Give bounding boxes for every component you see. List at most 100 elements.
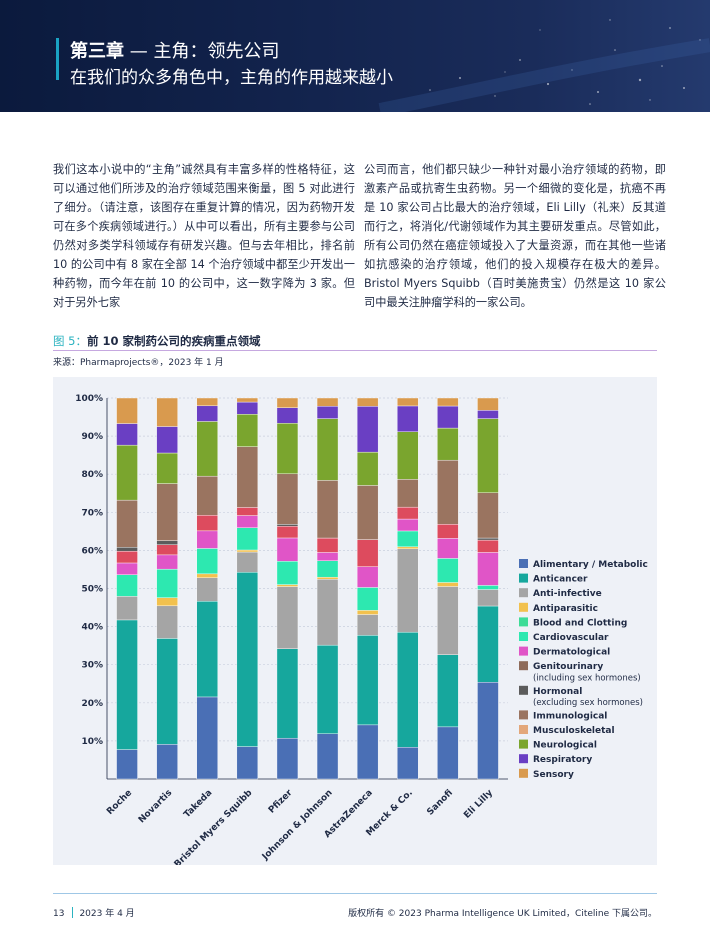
bar-segment bbox=[477, 585, 499, 590]
chapter-dash: — bbox=[124, 41, 154, 62]
legend-swatch bbox=[519, 739, 528, 749]
bar-segment bbox=[236, 507, 259, 516]
legend-swatch bbox=[519, 646, 528, 656]
bar-segment bbox=[276, 737, 299, 780]
body-text-left-column: 我们这本小说中的“主角”诚然具有丰富多样的性格特征，这可以通过他们所涉及的治疗领… bbox=[53, 163, 355, 309]
figure-label: 图 5： bbox=[53, 334, 87, 348]
bar-segment bbox=[276, 423, 299, 475]
bar-segment bbox=[437, 586, 459, 655]
bar-segment bbox=[196, 515, 218, 532]
legend-entry: Musculoskeletal bbox=[533, 726, 615, 736]
chapter-title: 主角：领先公司 bbox=[153, 41, 280, 62]
legend-swatch bbox=[519, 617, 528, 627]
x-tick-label: Takeda bbox=[182, 788, 214, 820]
bar-segment bbox=[156, 540, 178, 545]
bar-segment bbox=[316, 406, 339, 419]
y-tick-label: 40% bbox=[81, 623, 103, 633]
bar-segment bbox=[196, 397, 218, 407]
bar-segment bbox=[437, 397, 459, 407]
legend-swatch bbox=[519, 559, 528, 568]
legend-entry: Neurological bbox=[533, 741, 597, 751]
bar-segment bbox=[196, 405, 218, 422]
chapter-subtitle: 在我们的众多角色中，主角的作用越来越小 bbox=[70, 68, 393, 88]
bar-segment bbox=[477, 537, 499, 541]
bar-segment bbox=[477, 682, 499, 780]
bar-segment bbox=[316, 644, 339, 734]
bar-segment bbox=[236, 549, 259, 553]
bar-segment bbox=[356, 451, 379, 486]
legend-swatch bbox=[519, 602, 528, 612]
bar-segment bbox=[116, 574, 138, 597]
bar-segment bbox=[196, 696, 218, 780]
legend-swatch bbox=[519, 588, 528, 598]
bar-segment bbox=[316, 576, 339, 580]
bar-segment bbox=[397, 479, 419, 508]
legend-entry: Blood and Clotting bbox=[533, 618, 627, 628]
legend-swatch bbox=[519, 768, 528, 778]
bar-segment bbox=[116, 444, 138, 501]
bar-segment bbox=[196, 475, 218, 516]
bar-segment bbox=[156, 638, 178, 745]
bar-segment bbox=[397, 548, 419, 633]
bar-segment bbox=[477, 605, 499, 683]
chart-panel bbox=[53, 377, 657, 865]
x-tick-label: Sanofi bbox=[425, 788, 455, 818]
bar-segment bbox=[236, 527, 259, 551]
bar-segment bbox=[356, 635, 379, 726]
y-tick-label: 20% bbox=[81, 699, 103, 709]
bar-segment bbox=[356, 724, 379, 780]
bar-segment bbox=[477, 418, 499, 493]
legend-entry: Antiparasitic bbox=[533, 604, 598, 614]
legend-swatch bbox=[519, 754, 528, 764]
starfield-decoration bbox=[378, 19, 710, 112]
bar-segment bbox=[156, 397, 178, 427]
legend-entry: Genitourinary bbox=[533, 662, 603, 672]
y-tick-label: 10% bbox=[81, 737, 103, 747]
bar-segment bbox=[437, 558, 459, 583]
bar-segment bbox=[356, 406, 379, 453]
bar-segment bbox=[276, 584, 299, 587]
y-tick-label: 60% bbox=[81, 546, 103, 556]
bar-segment bbox=[236, 401, 259, 415]
figure-caption: 图 5：前 10 家制药公司的疾病重点领域 bbox=[53, 333, 261, 349]
bar-segment bbox=[196, 577, 218, 602]
y-tick-label: 50% bbox=[81, 585, 103, 595]
legend-entry: Immunological bbox=[533, 711, 607, 721]
chapter-banner: 第三章 — 主角：领先公司 在我们的众多角色中，主角的作用越来越小 bbox=[0, 0, 710, 112]
bar-segment bbox=[397, 530, 419, 548]
bar-segment bbox=[116, 596, 138, 621]
footer-separator bbox=[72, 907, 74, 918]
bar-segment bbox=[356, 610, 379, 615]
x-tick-label: Bristol Myers Squibb bbox=[173, 788, 255, 865]
legend-swatch bbox=[519, 632, 528, 641]
bar-segment bbox=[196, 530, 218, 549]
bar-segment bbox=[276, 586, 299, 649]
bar-segment bbox=[397, 397, 419, 407]
bar-segment bbox=[276, 407, 299, 424]
footer-left: 13 2023 年 4 月 bbox=[53, 906, 135, 919]
bar-segment bbox=[116, 550, 138, 564]
y-tick-label: 100% bbox=[75, 394, 103, 404]
x-tick-label: Roche bbox=[105, 788, 134, 817]
bar-segment bbox=[356, 614, 379, 636]
bar-segment bbox=[116, 499, 138, 548]
bar-segment bbox=[156, 597, 178, 607]
footer-divider bbox=[53, 893, 657, 894]
bar-segment bbox=[236, 572, 259, 747]
bar-segment bbox=[437, 538, 459, 559]
x-tick-label: Novartis bbox=[137, 788, 174, 825]
legend-swatch bbox=[519, 710, 528, 720]
bar-segment bbox=[316, 552, 339, 561]
bar-segment bbox=[276, 648, 299, 739]
bar-segment bbox=[437, 582, 459, 587]
bar-segment bbox=[236, 515, 259, 528]
y-tick-label: 80% bbox=[81, 470, 103, 480]
legend-entry: Alimentary / Metabolic bbox=[533, 560, 648, 570]
bar-segment bbox=[276, 524, 299, 527]
bar-segment bbox=[116, 423, 138, 446]
bar-segment bbox=[356, 587, 379, 611]
bar-segment bbox=[316, 480, 339, 539]
bar-segment bbox=[156, 452, 178, 484]
bar-segment bbox=[316, 560, 339, 578]
legend-entry: Sensory bbox=[533, 770, 574, 780]
